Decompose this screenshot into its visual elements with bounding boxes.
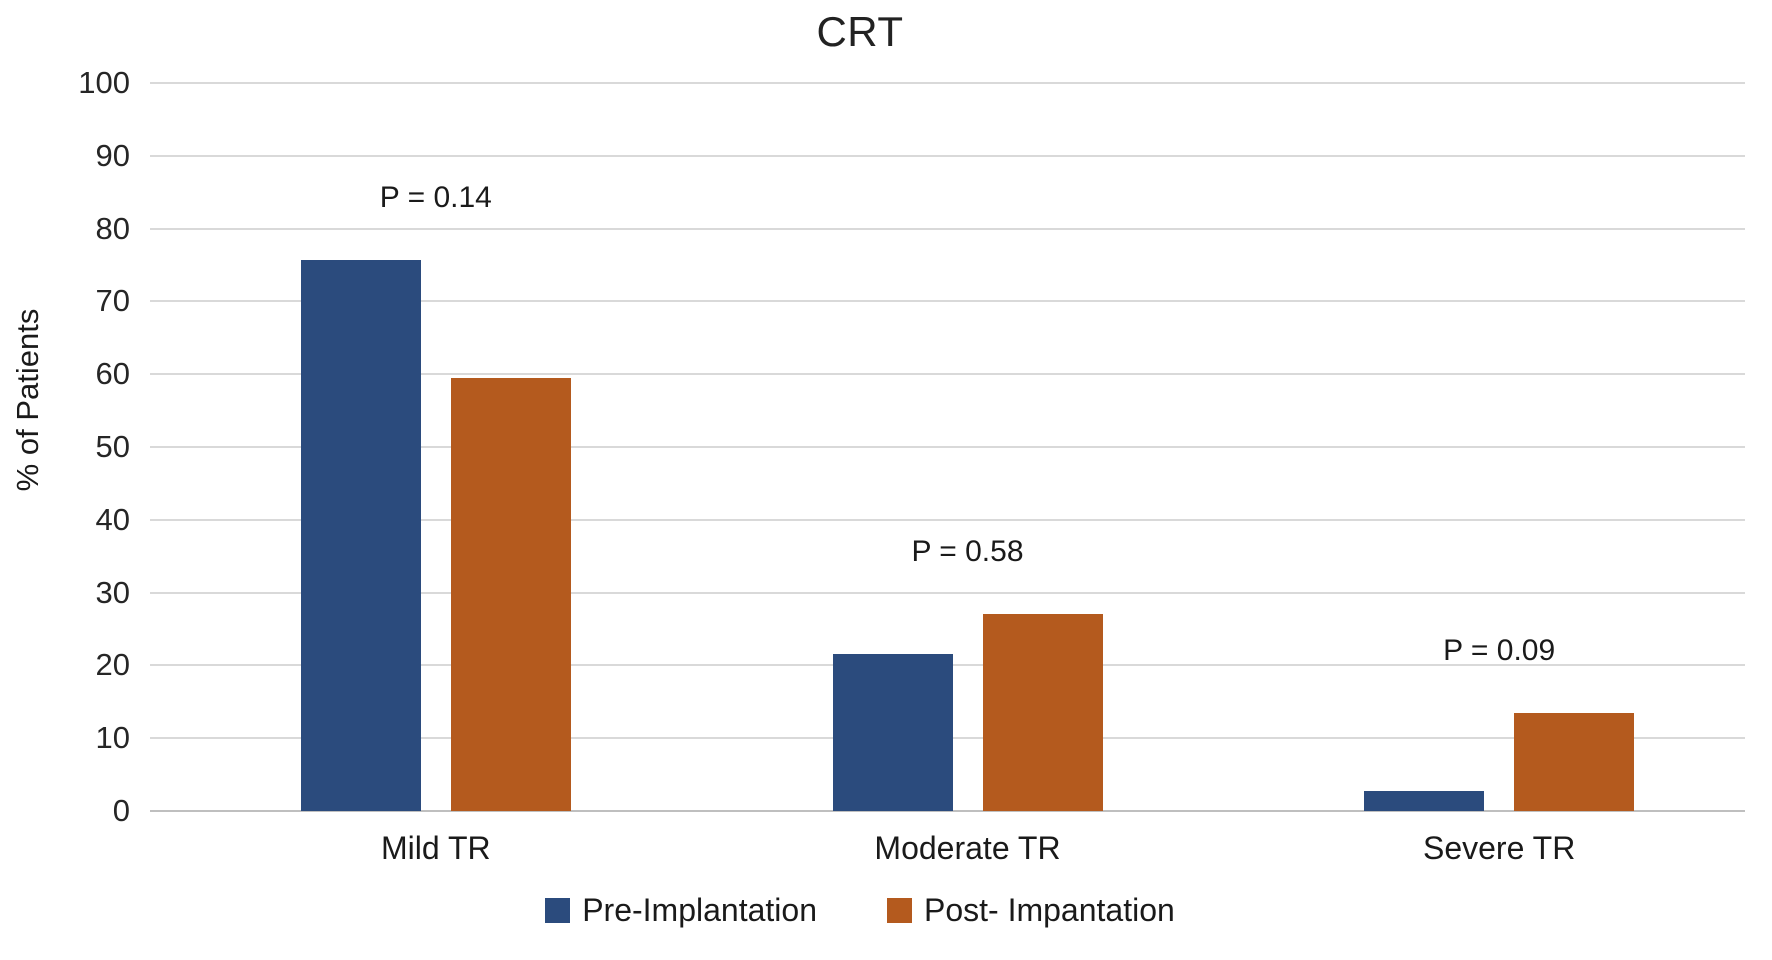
x-axis-line bbox=[150, 810, 1745, 812]
bar-post-impantation-mild-tr bbox=[450, 377, 571, 811]
gridline-50 bbox=[150, 446, 1745, 448]
legend-swatch-post-impantation bbox=[886, 898, 912, 923]
x-category-label-severe-tr: Severe TR bbox=[1422, 830, 1576, 866]
y-tick-label-50: 50 bbox=[95, 429, 130, 464]
gridline-80 bbox=[150, 227, 1745, 230]
bar-post-impantation-severe-tr bbox=[1514, 712, 1635, 811]
p-value-label-moderate-tr: P = 0.58 bbox=[911, 535, 1024, 569]
bar-pre-implantation-severe-tr bbox=[1364, 791, 1485, 811]
y-tick-label-70: 70 bbox=[95, 283, 130, 319]
legend-swatch-pre-implantation bbox=[545, 898, 571, 923]
y-tick-label-0: 0 bbox=[112, 793, 130, 828]
gridline-100 bbox=[150, 82, 1745, 84]
y-tick-label-10: 10 bbox=[95, 720, 130, 756]
y-tick-label-40: 40 bbox=[95, 501, 130, 537]
legend-label-post-impantation: Post- Impantation bbox=[923, 892, 1175, 928]
y-tick-label-90: 90 bbox=[95, 137, 130, 173]
gridline-40 bbox=[150, 518, 1745, 521]
p-value-label-severe-tr: P = 0.09 bbox=[1443, 633, 1556, 667]
x-category-label-mild-tr: Mild TR bbox=[381, 830, 491, 866]
bar-post-impantation-moderate-tr bbox=[982, 614, 1103, 811]
legend-item-pre-implantation: Pre-Implantation bbox=[545, 892, 817, 929]
y-tick-label-100: 100 bbox=[78, 65, 130, 100]
chart-legend: Pre-Implantation Post- Impantation bbox=[0, 892, 1720, 929]
legend-item-post-impantation: Post- Impantation bbox=[886, 892, 1175, 929]
p-value-label-mild-tr: P = 0.14 bbox=[379, 180, 492, 214]
x-category-label-moderate-tr: Moderate TR bbox=[874, 830, 1061, 866]
legend-label-pre-implantation: Pre-Implantation bbox=[582, 892, 817, 928]
y-tick-label-30: 30 bbox=[95, 574, 130, 610]
bar-pre-implantation-moderate-tr bbox=[832, 653, 953, 811]
gridline-60 bbox=[150, 373, 1745, 376]
gridline-70 bbox=[150, 300, 1745, 303]
chart-title: CRT bbox=[816, 8, 904, 55]
bar-pre-implantation-mild-tr bbox=[300, 259, 421, 811]
y-tick-label-20: 20 bbox=[95, 647, 130, 683]
gridline-90 bbox=[150, 154, 1745, 157]
y-tick-label-80: 80 bbox=[95, 210, 130, 246]
gridline-30 bbox=[150, 591, 1745, 594]
y-tick-label-60: 60 bbox=[95, 356, 130, 392]
